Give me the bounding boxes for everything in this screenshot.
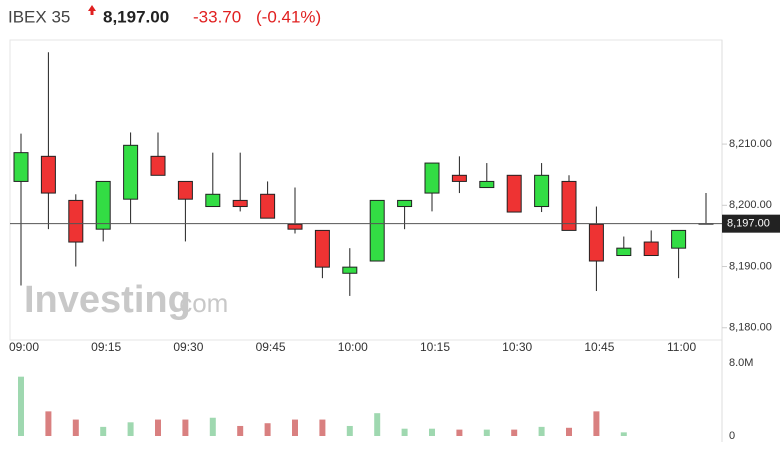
candle-body <box>643 241 659 257</box>
x-tick-label: 10:45 <box>584 340 614 354</box>
volume-bar <box>237 425 244 436</box>
volume-bar <box>182 419 189 436</box>
volume-bar <box>18 376 24 436</box>
candle-body <box>451 174 467 182</box>
x-tick-label: 10:00 <box>338 340 368 354</box>
y-tick-label: 8,190.00 <box>729 260 772 272</box>
volume-bar <box>72 419 79 436</box>
x-tick-label: 11:00 <box>667 340 696 354</box>
candle-body <box>260 193 276 219</box>
candle-body <box>150 155 166 176</box>
volume-bar <box>620 432 627 436</box>
volume-bar <box>401 428 408 436</box>
candle-body <box>205 193 221 208</box>
x-tick-label: 09:15 <box>91 340 121 354</box>
candle-body <box>588 223 604 262</box>
candle-body <box>506 174 522 213</box>
volume-bar <box>429 428 435 436</box>
candle-body <box>534 174 550 208</box>
candle-body <box>397 199 413 208</box>
volume-bar <box>593 411 600 436</box>
volume-bar <box>155 419 161 436</box>
candle-body <box>13 152 29 182</box>
volume-tick-label: 8.0M <box>729 357 753 369</box>
chart-title: IBEX 35 <box>8 7 70 26</box>
x-tick-label: 09:30 <box>173 340 203 354</box>
candle-body <box>287 223 303 230</box>
candle-body <box>561 180 577 231</box>
y-tick-label: 8,180.00 <box>729 322 772 334</box>
candle-body <box>342 266 358 274</box>
last-price-label: 8,197.00 <box>727 218 770 230</box>
x-tick-label: 10:30 <box>502 340 532 354</box>
candle-body <box>232 199 248 208</box>
volume-bar <box>511 429 518 436</box>
volume-bar <box>264 423 271 436</box>
candle-body <box>177 180 193 200</box>
volume-bar <box>346 425 353 436</box>
volume-bar <box>483 429 490 436</box>
candle-body <box>369 199 385 262</box>
volume-bar <box>209 417 216 436</box>
volume-bar <box>319 419 326 436</box>
watermark: Investing <box>24 279 191 321</box>
y-tick-label: 8,210.00 <box>729 138 772 150</box>
volume-bar <box>45 411 52 436</box>
volume-bar <box>374 413 381 436</box>
change: -33.70 <box>193 7 241 26</box>
watermark-suffix: .com <box>172 288 228 318</box>
candle-body <box>479 180 495 189</box>
x-tick-label: 09:45 <box>256 340 286 354</box>
volume-bar <box>292 419 298 436</box>
volume-bar <box>100 426 107 436</box>
volume-bar <box>538 426 545 436</box>
volume-tick-label: 0 <box>729 430 735 442</box>
y-tick-label: 8,200.00 <box>729 199 772 211</box>
last-price: 8,197.00 <box>103 7 169 26</box>
x-tick-label: 10:15 <box>420 340 450 354</box>
x-tick-label: 09:00 <box>9 340 39 354</box>
candle-body <box>123 144 139 200</box>
last-price-box <box>722 214 780 233</box>
volume-bar <box>566 427 572 436</box>
candle-body <box>424 162 440 194</box>
candle-body <box>95 180 111 230</box>
candle-body <box>40 155 56 194</box>
down-arrow <box>88 5 96 15</box>
candle-body <box>616 247 632 257</box>
change-pct: (-0.41%) <box>256 7 321 26</box>
volume-bar <box>127 422 134 436</box>
volume-bar <box>456 429 463 436</box>
candle-body <box>314 229 330 268</box>
candle-body <box>68 199 84 243</box>
candle-body <box>671 229 687 249</box>
